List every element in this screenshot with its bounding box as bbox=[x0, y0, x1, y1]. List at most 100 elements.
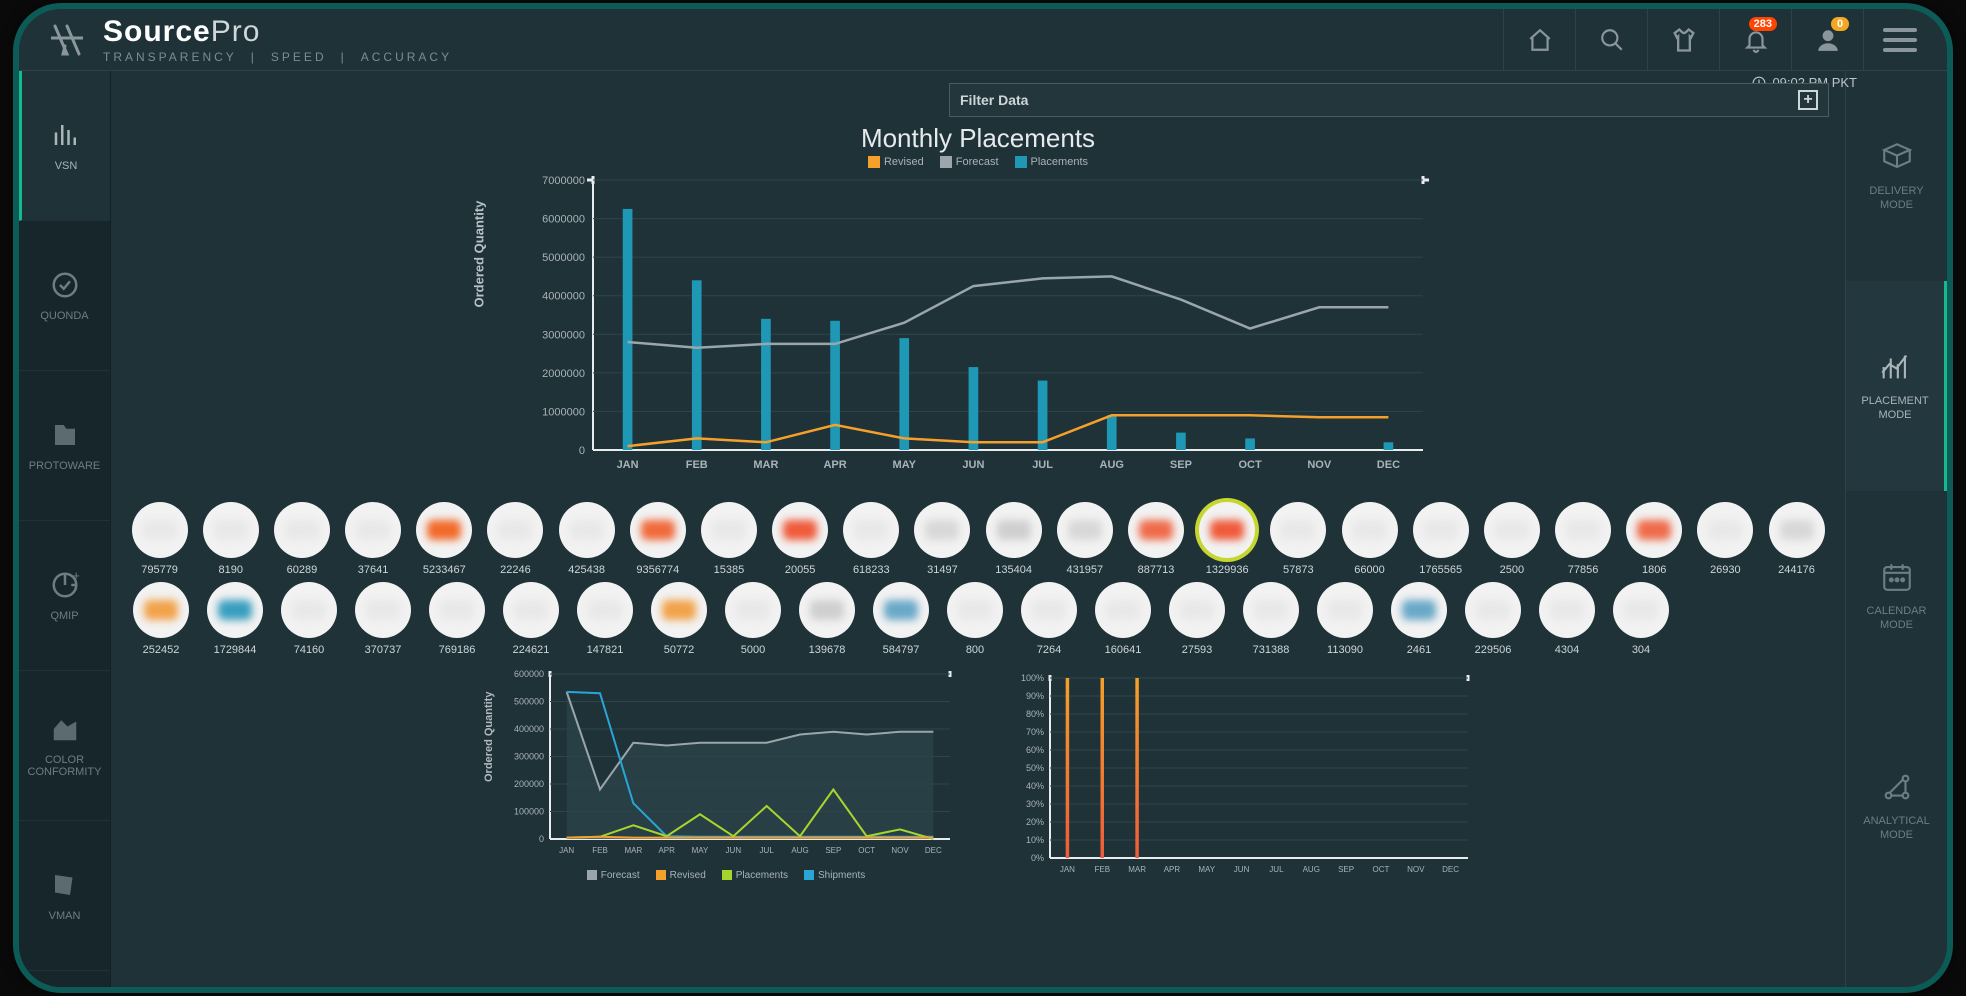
bubble-item[interactable]: 229506 bbox=[1463, 582, 1523, 656]
bubble-item[interactable]: 618233 bbox=[843, 502, 900, 576]
bubble-item[interactable]: 731388 bbox=[1241, 582, 1301, 656]
bubble-item[interactable]: 37641 bbox=[345, 502, 402, 576]
svg-text:APR: APR bbox=[1164, 865, 1181, 874]
bottom-right-chart: 0%10%20%30%40%50%60%70%80%90%100%JANFEBM… bbox=[1004, 666, 1474, 883]
svg-text:MAR: MAR bbox=[753, 459, 778, 471]
svg-text:70%: 70% bbox=[1026, 727, 1044, 737]
bubble-item[interactable]: 20055 bbox=[772, 502, 829, 576]
bubble-item[interactable]: 50772 bbox=[649, 582, 709, 656]
main-chart-legend: RevisedForecastPlacements bbox=[127, 156, 1829, 168]
svg-text:FEB: FEB bbox=[1094, 865, 1110, 874]
bubble-item[interactable]: 66000 bbox=[1341, 502, 1398, 576]
menu-icon[interactable] bbox=[1863, 9, 1935, 71]
bubble-item[interactable]: 2461 bbox=[1389, 582, 1449, 656]
bubble-item[interactable]: 304 bbox=[1611, 582, 1671, 656]
right-rail-analytical-mode[interactable]: ANALYTICALMODE bbox=[1846, 701, 1947, 911]
svg-text:90%: 90% bbox=[1026, 691, 1044, 701]
right-rail-delivery-mode[interactable]: DELIVERYMODE bbox=[1846, 71, 1947, 281]
bubble-item[interactable]: 31497 bbox=[914, 502, 971, 576]
bubble-item[interactable]: 887713 bbox=[1127, 502, 1184, 576]
user-icon[interactable]: 0 bbox=[1791, 9, 1863, 71]
bubble-item[interactable]: 4304 bbox=[1537, 582, 1597, 656]
svg-text:30%: 30% bbox=[1026, 799, 1044, 809]
svg-text:JUN: JUN bbox=[1234, 865, 1250, 874]
svg-text:OCT: OCT bbox=[1238, 459, 1262, 471]
svg-text:AUG: AUG bbox=[1100, 459, 1124, 471]
bubble-item[interactable]: 431957 bbox=[1056, 502, 1113, 576]
bubble-item[interactable]: 26930 bbox=[1697, 502, 1754, 576]
bubble-item[interactable]: 135404 bbox=[985, 502, 1042, 576]
svg-text:NOV: NOV bbox=[1307, 459, 1332, 471]
bubble-item[interactable]: 795779 bbox=[131, 502, 188, 576]
svg-text:300000: 300000 bbox=[514, 752, 544, 762]
bubble-item[interactable]: 74160 bbox=[279, 582, 339, 656]
svg-text:APR: APR bbox=[823, 459, 846, 471]
svg-text:JAN: JAN bbox=[617, 459, 639, 471]
main-chart-ylabel: Ordered Quantity bbox=[472, 201, 487, 308]
bubble-item[interactable]: 7264 bbox=[1019, 582, 1079, 656]
bubble-item[interactable]: 139678 bbox=[797, 582, 857, 656]
bubble-item[interactable]: 147821 bbox=[575, 582, 635, 656]
svg-text:JUL: JUL bbox=[760, 846, 775, 855]
bubble-grid: 795779 8190 60289 37641 5233467 22246 42… bbox=[127, 502, 1829, 656]
bubble-item[interactable]: 5000 bbox=[723, 582, 783, 656]
svg-text:MAY: MAY bbox=[893, 459, 917, 471]
user-badge: 0 bbox=[1831, 17, 1849, 31]
add-filter-icon[interactable]: + bbox=[1798, 90, 1818, 110]
sidebar-item-quonda[interactable]: QUONDA bbox=[19, 221, 110, 371]
sidebar-item-vman[interactable]: VMAN bbox=[19, 821, 110, 971]
bubble-item[interactable]: 160641 bbox=[1093, 582, 1153, 656]
bubble-item[interactable]: 1806 bbox=[1626, 502, 1683, 576]
sidebar-item-color-conformity[interactable]: COLOR CONFORMITY bbox=[19, 671, 110, 821]
svg-text:AUG: AUG bbox=[1303, 865, 1320, 874]
svg-text:4000000: 4000000 bbox=[542, 291, 585, 303]
bubble-item[interactable]: 224621 bbox=[501, 582, 561, 656]
svg-text:200000: 200000 bbox=[514, 779, 544, 789]
svg-text:100000: 100000 bbox=[514, 807, 544, 817]
svg-text:MAY: MAY bbox=[692, 846, 709, 855]
bubble-item[interactable]: 8190 bbox=[202, 502, 259, 576]
bubble-item[interactable]: 1329936 bbox=[1199, 502, 1256, 576]
sidebar-item-qmip[interactable]: +QMIP bbox=[19, 521, 110, 671]
bubble-item[interactable]: 769186 bbox=[427, 582, 487, 656]
bubble-item[interactable]: 2500 bbox=[1483, 502, 1540, 576]
svg-text:0: 0 bbox=[539, 834, 544, 844]
bell-icon[interactable]: 283 bbox=[1719, 9, 1791, 71]
bubble-item[interactable]: 77856 bbox=[1554, 502, 1611, 576]
bubble-item[interactable]: 113090 bbox=[1315, 582, 1375, 656]
svg-text:DEC: DEC bbox=[1377, 459, 1400, 471]
main-chart-title: Monthly Placements bbox=[127, 123, 1829, 154]
bubble-item[interactable]: 22246 bbox=[487, 502, 544, 576]
svg-text:SEP: SEP bbox=[825, 846, 841, 855]
bubble-item[interactable]: 1765565 bbox=[1412, 502, 1469, 576]
sidebar-item-vsn[interactable]: VSN bbox=[19, 71, 110, 221]
bubble-item[interactable]: 252452 bbox=[131, 582, 191, 656]
bubble-item[interactable]: 800 bbox=[945, 582, 1005, 656]
right-rail-calendar-mode[interactable]: CALENDARMODE bbox=[1846, 491, 1947, 701]
svg-text:60%: 60% bbox=[1026, 745, 1044, 755]
bubble-item[interactable]: 370737 bbox=[353, 582, 413, 656]
home-icon[interactable] bbox=[1503, 9, 1575, 71]
svg-text:JUN: JUN bbox=[962, 459, 984, 471]
svg-text:6000000: 6000000 bbox=[542, 214, 585, 226]
bubble-item[interactable]: 1729844 bbox=[205, 582, 265, 656]
svg-text:SEP: SEP bbox=[1338, 865, 1354, 874]
svg-text:NOV: NOV bbox=[1407, 865, 1425, 874]
bubble-item[interactable]: 57873 bbox=[1270, 502, 1327, 576]
main-chart: Ordered Quantity 01000000200000030000004… bbox=[523, 170, 1433, 490]
shirt-icon[interactable] bbox=[1647, 9, 1719, 71]
filter-data-input[interactable]: Filter Data + bbox=[949, 83, 1829, 117]
svg-text:5000000: 5000000 bbox=[542, 252, 585, 264]
bubble-item[interactable]: 60289 bbox=[273, 502, 330, 576]
bubble-item[interactable]: 244176 bbox=[1768, 502, 1825, 576]
sidebar-item-protoware[interactable]: PROTOWARE bbox=[19, 371, 110, 521]
bubble-item[interactable]: 425438 bbox=[558, 502, 615, 576]
right-rail-placement-mode[interactable]: PLACEMENTMODE bbox=[1846, 281, 1947, 491]
svg-text:7000000: 7000000 bbox=[542, 175, 585, 187]
search-icon[interactable] bbox=[1575, 9, 1647, 71]
bubble-item[interactable]: 27593 bbox=[1167, 582, 1227, 656]
bubble-item[interactable]: 15385 bbox=[700, 502, 757, 576]
bubble-item[interactable]: 5233467 bbox=[416, 502, 473, 576]
bubble-item[interactable]: 9356774 bbox=[629, 502, 686, 576]
bubble-item[interactable]: 584797 bbox=[871, 582, 931, 656]
